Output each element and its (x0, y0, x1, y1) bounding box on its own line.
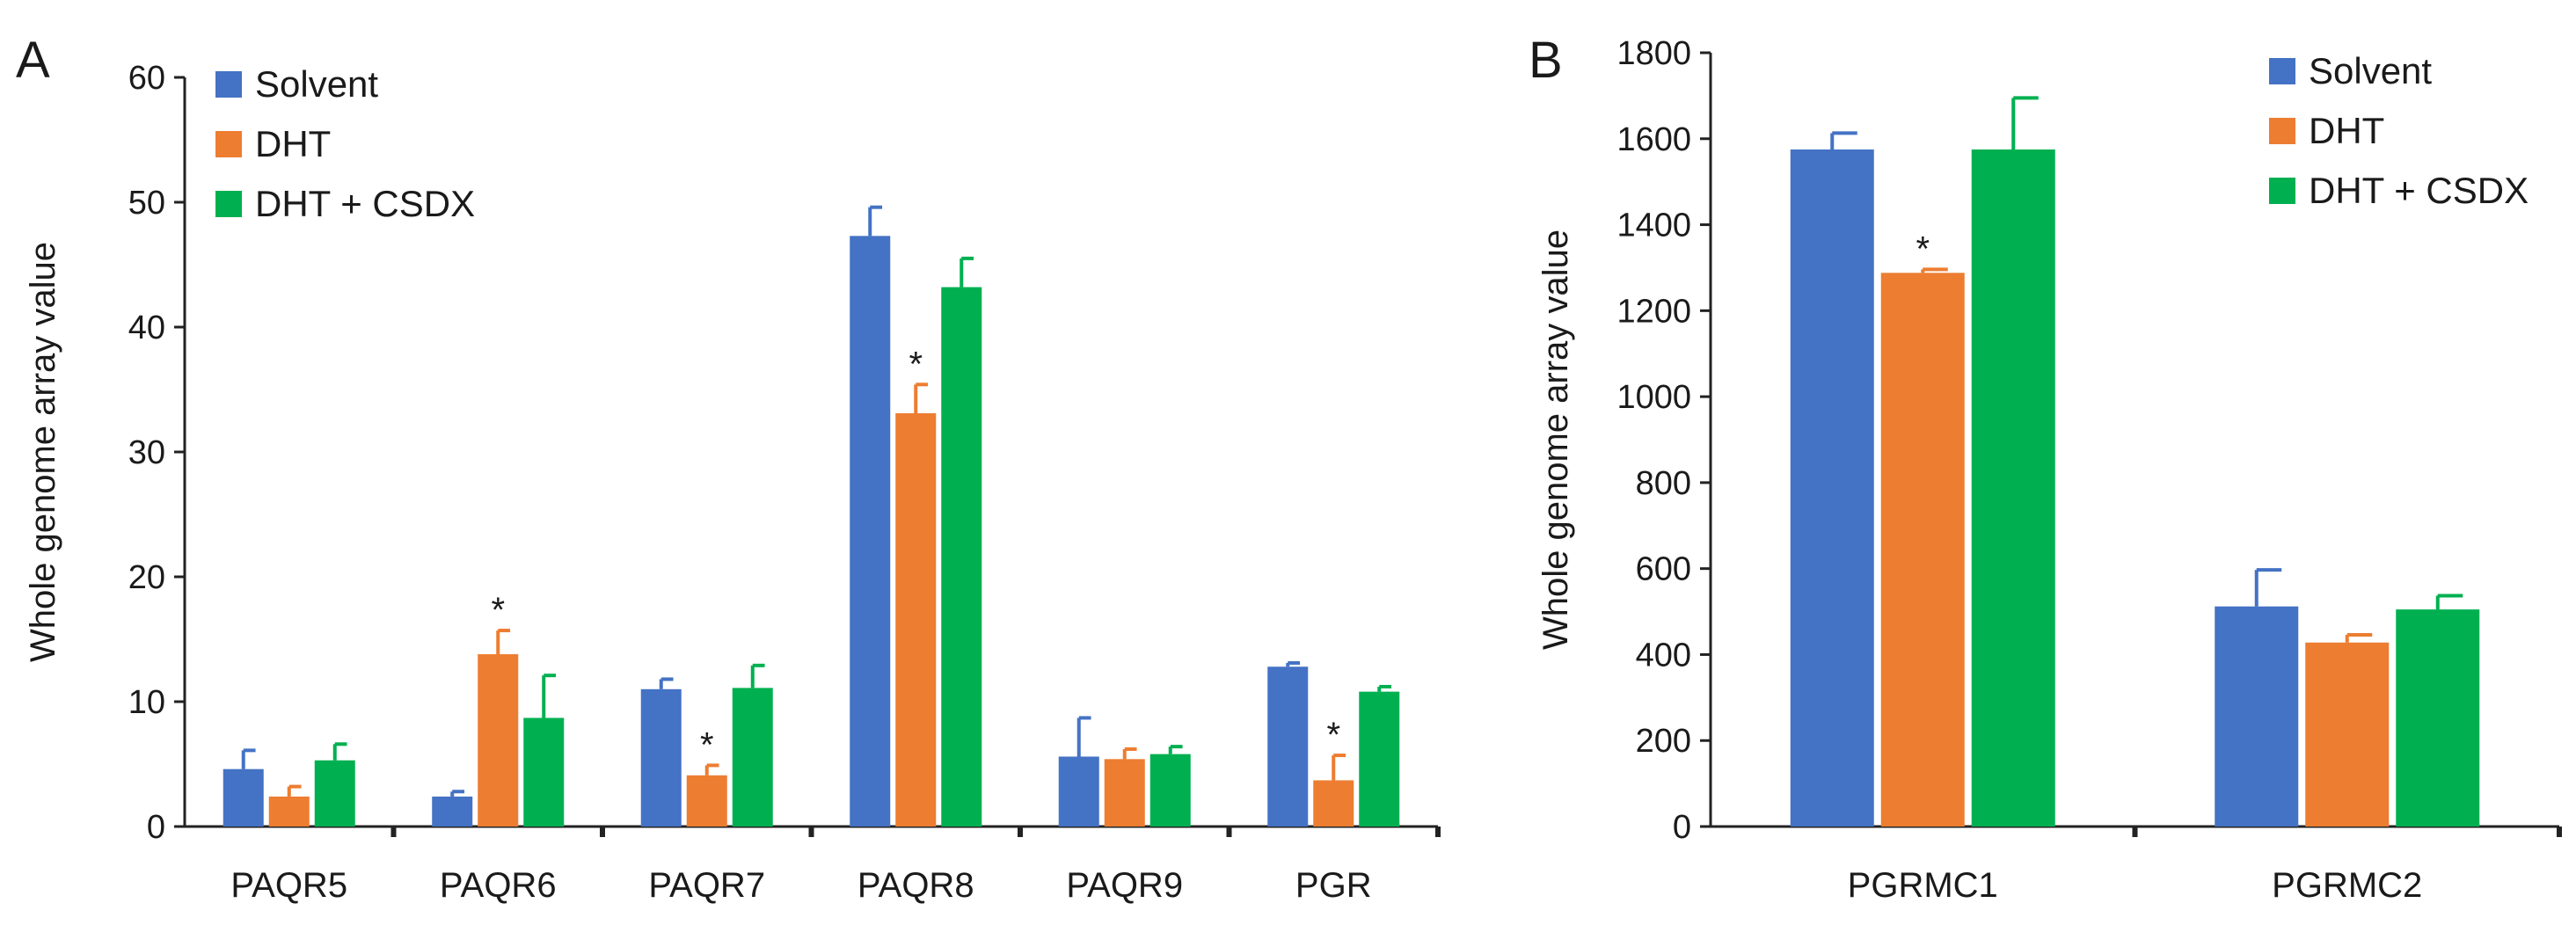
bar-dht-csdx-paqr5 (314, 760, 355, 827)
legend-swatch-dht (2269, 118, 2295, 144)
x-category-label-pgrmc1: PGRMC1 (1848, 866, 1998, 905)
x-category-label-paqr8: PAQR8 (857, 866, 974, 905)
legend-swatch-dht-csdx (215, 191, 242, 217)
legend-swatch-solvent (2269, 58, 2295, 84)
y-axis-label-b: Whole genome array value (1536, 229, 1575, 650)
y-tick-label: 1000 (1616, 379, 1691, 416)
y-tick-label: 60 (128, 60, 165, 97)
panel-label-b: B (1529, 32, 1563, 89)
bar-dht-paqr7 (686, 775, 727, 827)
panel-label-a: A (16, 32, 50, 89)
chart-panel-a: 0 10 20 30 40 50 60 PAQR5 PAQR6 PAQR7 PAQR8 PAQR9 PG… (24, 60, 1441, 905)
legend-label-dht: DHT (2309, 110, 2384, 151)
legend-label-solvent: Solvent (255, 63, 378, 105)
x-category-label-pgr: PGR (1295, 866, 1372, 905)
y-tick-label: 1200 (1616, 293, 1691, 330)
bar-dht-paqr9 (1104, 759, 1145, 827)
bar-solvent-pgr (1267, 666, 1309, 827)
bar-dht-paqr5 (268, 796, 310, 827)
chart-panel-b: 0 200 400 600 800 1000 1200 1400 1600 1800 PGRMC1 P… (1536, 35, 2562, 905)
bar-dht-csdx-paqr6 (523, 717, 565, 827)
bar-dht-csdx-paqr8 (941, 287, 982, 827)
bar-dht-csdx-pgr (1359, 691, 1400, 827)
bar-solvent-paqr6 (432, 796, 473, 827)
legend-label-dht-csdx: DHT + CSDX (255, 183, 475, 224)
y-tick-label: 1800 (1616, 35, 1691, 72)
significance-star-paqr7: * (700, 725, 714, 764)
y-tick-label: 40 (128, 310, 165, 346)
bar-dht-csdx-pgrmc1 (1971, 149, 2055, 827)
y-tick-label: 0 (147, 809, 165, 846)
legend-label-solvent: Solvent (2309, 50, 2432, 91)
x-category-label-paqr6: PAQR6 (440, 866, 557, 905)
legend-label-dht: DHT (255, 123, 331, 164)
bar-dht-pgrmc2 (2305, 642, 2390, 827)
y-axis-label-a: Whole genome array value (24, 242, 62, 662)
bar-solvent-paqr5 (223, 768, 264, 827)
y-tick-label: 1400 (1616, 208, 1691, 244)
y-tick-label: 20 (128, 559, 165, 596)
bar-dht-paqr6 (478, 654, 519, 827)
bar-solvent-paqr7 (640, 688, 682, 827)
y-tick-label: 0 (1673, 809, 1691, 846)
bar-solvent-paqr9 (1058, 756, 1099, 827)
bar-dht-csdx-paqr7 (732, 688, 773, 827)
x-category-label-paqr5: PAQR5 (230, 866, 347, 905)
legend-swatch-dht (215, 131, 242, 157)
x-category-label-paqr9: PAQR9 (1066, 866, 1183, 905)
bar-dht-csdx-pgrmc2 (2396, 609, 2480, 827)
y-tick-label: 30 (128, 434, 165, 471)
y-tick-label: 600 (1636, 551, 1691, 588)
bar-solvent-pgrmc2 (2215, 606, 2299, 827)
bar-dht-paqr8 (895, 412, 937, 827)
legend-swatch-solvent (215, 71, 242, 98)
legend-label-dht-csdx: DHT + CSDX (2309, 170, 2529, 211)
bar-solvent-pgrmc1 (1790, 149, 1874, 827)
y-tick-label: 400 (1636, 637, 1691, 674)
bar-dht-pgrmc1 (1880, 273, 1965, 827)
bar-solvent-paqr8 (850, 236, 891, 827)
significance-star-pgrmc1: * (1916, 229, 1930, 268)
bar-dht-pgr (1313, 780, 1354, 827)
y-tick-label: 50 (128, 185, 165, 222)
bar-dht-csdx-paqr9 (1149, 754, 1191, 827)
y-tick-label: 200 (1636, 723, 1691, 760)
significance-star-paqr8: * (909, 345, 923, 383)
y-tick-label: 1600 (1616, 121, 1691, 158)
y-tick-label: 800 (1636, 465, 1691, 502)
legend-swatch-dht-csdx (2269, 178, 2295, 204)
x-category-label-pgrmc2: PGRMC2 (2272, 866, 2422, 905)
y-tick-label: 10 (128, 684, 165, 721)
significance-star-pgr: * (1326, 716, 1340, 754)
x-category-label-paqr7: PAQR7 (648, 866, 765, 905)
significance-star-paqr6: * (491, 591, 505, 630)
